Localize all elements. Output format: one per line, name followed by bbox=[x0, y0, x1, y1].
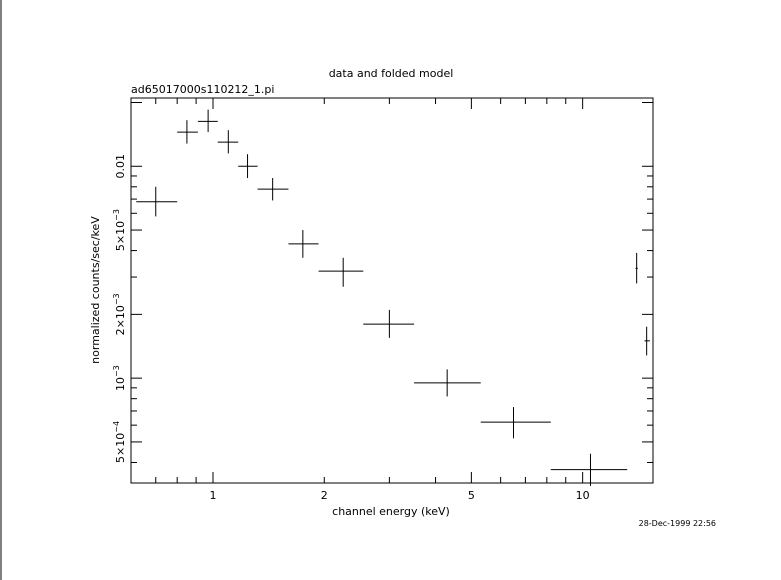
data-point bbox=[480, 407, 551, 439]
data-point bbox=[644, 326, 650, 356]
y-tick-label: 0.01 bbox=[114, 154, 127, 179]
y-tick-label: 5×10−4 bbox=[112, 421, 127, 463]
data-point bbox=[197, 109, 218, 133]
y-axis-label: normalized counts/sec/keV bbox=[89, 216, 102, 364]
x-ticks bbox=[130, 98, 584, 483]
y-tick-label: 10−3 bbox=[112, 365, 127, 391]
x-tick-labels: 1 2 5 10 bbox=[210, 489, 590, 502]
chart-title: data and folded model bbox=[329, 67, 454, 80]
timestamp: 28-Dec-1999 22:56 bbox=[639, 519, 716, 528]
y-tick-label: 2×10−3 bbox=[112, 293, 127, 335]
data-point bbox=[318, 257, 364, 287]
chart-subtitle: ad65017000s110212_1.pi bbox=[131, 83, 274, 96]
data-point bbox=[136, 186, 178, 217]
data-point bbox=[635, 252, 638, 284]
x-tick-label: 1 bbox=[210, 489, 217, 502]
data-point bbox=[238, 154, 258, 179]
data-point bbox=[217, 130, 239, 154]
y-ticks bbox=[131, 101, 653, 463]
data-point bbox=[363, 309, 415, 338]
plot-frame bbox=[130, 97, 654, 484]
x-tick-label: 2 bbox=[321, 489, 328, 502]
y-tick-labels: 5×10−4 10−3 2×10−3 5×10−3 0.01 bbox=[112, 154, 127, 463]
x-axis-label: channel energy (keV) bbox=[332, 505, 450, 518]
data-point bbox=[257, 178, 289, 201]
x-tick-label: 5 bbox=[468, 489, 475, 502]
data-point bbox=[177, 120, 198, 144]
data-points bbox=[136, 109, 650, 486]
data-point bbox=[288, 230, 319, 258]
x-tick-label: 10 bbox=[576, 489, 590, 502]
data-point bbox=[414, 369, 481, 397]
data-point bbox=[550, 453, 628, 486]
y-tick-label: 5×10−3 bbox=[112, 209, 127, 251]
